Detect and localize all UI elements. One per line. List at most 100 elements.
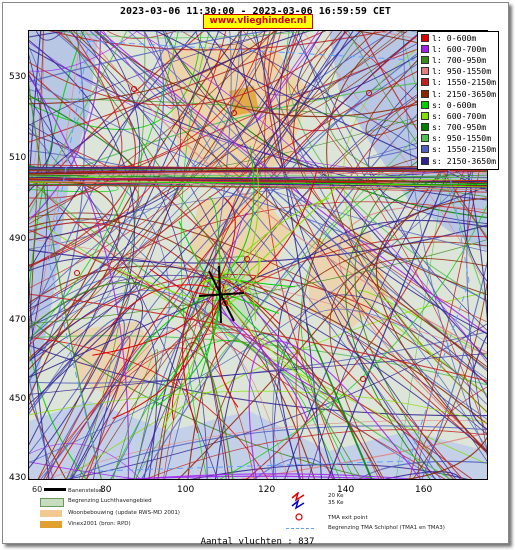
legend-swatch — [421, 100, 429, 109]
y-tick-490: 490 — [9, 234, 27, 244]
flight-track — [29, 178, 487, 182]
x-tick-140: 140 — [337, 485, 355, 495]
legend-swatch — [421, 67, 429, 76]
y-tick-430: 430 — [9, 473, 27, 483]
flight-track — [418, 386, 487, 479]
flight-track — [38, 332, 380, 479]
date-range-title: 2023-03-06 11:30:00 - 2023-03-06 16:59:5… — [120, 6, 391, 17]
flight-track — [35, 31, 64, 41]
flight-track — [29, 238, 487, 355]
flight-track — [29, 31, 327, 143]
flight-track — [29, 31, 82, 366]
key-label-tma-boundary: Begrenzing TMA Schiphol (TMA1 en TMA3) — [328, 525, 445, 531]
legend-item: l: 950-1550m — [418, 66, 498, 77]
flight-track — [29, 318, 377, 479]
flight-track — [248, 340, 421, 479]
flight-track — [272, 308, 487, 479]
legend-swatch — [421, 78, 429, 87]
tma-exit-points — [74, 86, 372, 382]
x-tick-160: 160 — [415, 485, 433, 495]
flight-track — [29, 172, 487, 176]
flight-track — [112, 349, 158, 479]
scale-start-label: 60 — [32, 485, 43, 494]
flight-track — [29, 164, 487, 172]
legend-item: l: 600-700m — [418, 43, 498, 54]
flight-track — [29, 157, 487, 463]
flight-track — [93, 31, 249, 479]
flight-track — [29, 319, 158, 479]
flight-track — [29, 31, 44, 346]
key-label-vinex: Vinex2001 (bron: RPD) — [68, 521, 131, 527]
site-link[interactable]: www.vlieghinder.nl — [203, 14, 313, 29]
flight-track — [375, 197, 487, 454]
flight-track — [46, 419, 487, 479]
flight-track — [273, 294, 487, 479]
flight-track — [227, 299, 331, 401]
flight-track — [127, 293, 212, 371]
flight-track — [29, 185, 487, 193]
flight-track — [29, 31, 205, 209]
flight-track — [29, 276, 131, 455]
flight-track — [226, 212, 248, 280]
flight-track — [402, 31, 487, 456]
flight-track — [29, 178, 452, 479]
y-tick-510: 510 — [9, 153, 27, 163]
flight-track — [182, 275, 207, 434]
flight-track — [29, 174, 487, 185]
x-tick-80: 80 — [100, 485, 112, 495]
flight-track — [29, 375, 54, 479]
flight-track — [29, 132, 170, 479]
flight-track — [267, 31, 487, 452]
flight-track — [218, 186, 337, 301]
flight-track — [329, 257, 487, 479]
flight-track — [80, 31, 227, 479]
legend-label: l: 0-600m — [432, 32, 477, 43]
flight-track — [217, 171, 317, 303]
flight-track — [211, 285, 239, 408]
legend-item: s: 1550-2150m — [418, 144, 498, 155]
legend-swatch — [421, 145, 429, 154]
flight-track — [171, 296, 223, 421]
key-label-35ke: 35 Ke — [328, 500, 344, 506]
flight-track — [29, 218, 383, 479]
flight-track — [29, 221, 334, 479]
flight-track — [239, 432, 487, 479]
flight-track — [29, 185, 487, 378]
flight-track — [145, 429, 487, 479]
flight-track — [29, 31, 138, 72]
flight-track — [29, 293, 487, 382]
flight-track — [29, 180, 487, 190]
key-label-airport: Begrenzing Luchthavengebied — [68, 498, 152, 504]
flight-track — [29, 31, 278, 415]
flight-track — [29, 282, 234, 479]
legend-item: s: 600-700m — [418, 110, 498, 121]
flight-track — [29, 31, 101, 222]
flight-track — [110, 284, 210, 327]
flight-track — [29, 31, 44, 194]
flight-track — [205, 298, 308, 421]
flight-track — [198, 241, 487, 479]
flight-track — [297, 31, 487, 331]
flight-track — [286, 31, 424, 117]
key-label-urban: Woonbebouwing (update RWS-MD 2001) — [68, 510, 180, 516]
flight-track — [29, 395, 67, 479]
flight-track — [118, 268, 204, 299]
flight-track — [29, 239, 487, 325]
flight-track — [29, 75, 130, 479]
flight-track — [127, 31, 487, 450]
flight-track — [29, 31, 275, 225]
flight-track — [29, 277, 50, 479]
flight-track — [198, 277, 256, 321]
legend-label: s: 700-950m — [432, 122, 487, 133]
legend-swatch — [421, 44, 429, 53]
x-tick-120: 120 — [258, 485, 276, 495]
urban-swatch — [40, 510, 62, 517]
legend-item: l: 1550-2150m — [418, 77, 498, 88]
x-tick-100: 100 — [177, 485, 195, 495]
flight-track — [29, 170, 487, 173]
noise-contour-icon — [291, 492, 305, 510]
flight-track — [29, 31, 277, 105]
flight-track — [102, 31, 174, 109]
legend-swatch — [421, 111, 429, 120]
legend-label: l: 2150-3650m — [432, 88, 497, 99]
